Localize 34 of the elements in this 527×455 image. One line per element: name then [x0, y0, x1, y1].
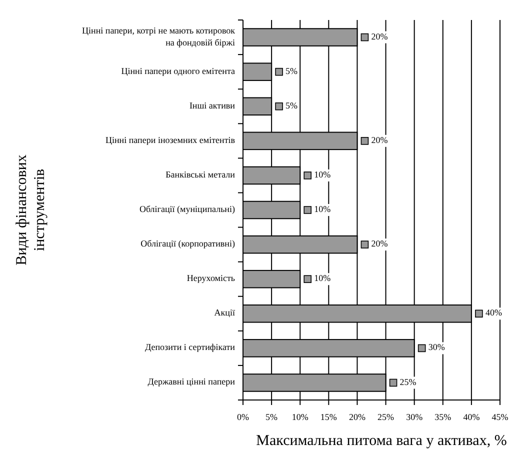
y-tick-label: Облігації (муніципальні) — [139, 204, 235, 214]
data-label: 10% — [314, 170, 332, 180]
data-label: 40% — [485, 308, 502, 318]
x-tick-label: 30% — [406, 412, 424, 422]
y-axis-title: Види фінансових інструментів — [14, 154, 48, 266]
data-label: 30% — [428, 342, 446, 352]
x-tick-label: 35% — [434, 412, 452, 422]
y-tick-label: Інші активи — [189, 100, 236, 110]
y-tick-label: Нерухомість — [186, 273, 235, 284]
y-tick-label: Акції — [214, 308, 236, 318]
data-label: 5% — [286, 100, 298, 110]
y-tick-label: Державні цінні папери — [148, 376, 236, 387]
x-tick-label: 40% — [463, 412, 480, 422]
x-tick-label: 15% — [320, 412, 338, 422]
y-tick-label: Цінні папери, котрі не мають котировок на фондовій біржі — [82, 25, 236, 48]
y-tick-label: Банківські метали — [166, 170, 236, 180]
y-tick-label: Цінні папери одного емітента — [121, 66, 236, 76]
x-tick-label: 20% — [348, 412, 366, 422]
x-tick-label: 25% — [378, 412, 395, 422]
x-tick-label: 10% — [292, 412, 309, 422]
data-label: 10% — [314, 204, 332, 214]
y-tick-label: Облігації (корпоративні) — [140, 238, 235, 249]
y-tick-label: Цінні папери іноземних емітентів — [105, 134, 235, 145]
x-tick-label: 5% — [266, 412, 278, 422]
x-tick-label: 45% — [492, 412, 509, 422]
x-axis-title: Максимальна питома вага у активах, % — [256, 433, 507, 449]
data-label: 20% — [371, 238, 388, 249]
y-tick-label: Депозити і сертифікати — [145, 342, 236, 352]
data-label: 10% — [314, 273, 332, 284]
data-label: 20% — [371, 134, 388, 145]
x-tick-label: 0% — [237, 412, 250, 422]
data-label: 25% — [400, 376, 417, 387]
data-label: 20% — [371, 31, 388, 42]
data-label: 5% — [286, 66, 298, 76]
